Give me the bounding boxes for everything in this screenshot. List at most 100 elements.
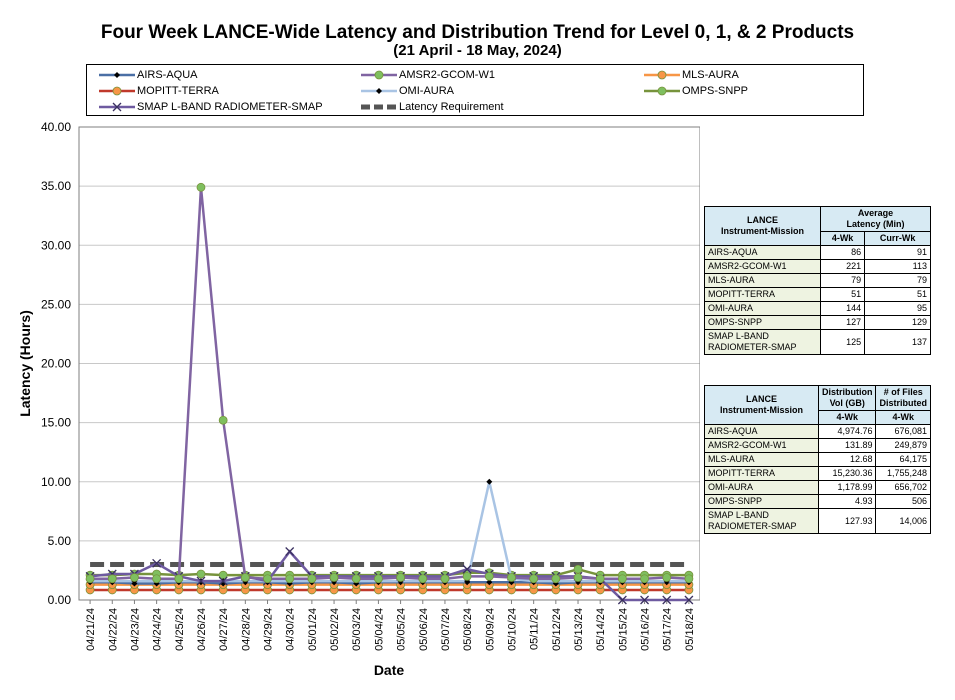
legend-label: OMPS-SNPP xyxy=(682,85,749,97)
latency-row: SMAP L-BAND RADIOMETER-SMAP 125 137 xyxy=(704,329,931,355)
latency-cell-a: 86 xyxy=(819,245,866,260)
y-tick-label: 20.00 xyxy=(41,357,71,371)
data-point xyxy=(440,574,450,584)
latency-row: OMI-AURA 144 95 xyxy=(704,301,931,316)
data-point xyxy=(218,415,228,425)
data-point xyxy=(486,579,493,586)
x-tick-label: 05/06/24 xyxy=(418,608,430,651)
data-point xyxy=(640,574,649,584)
latency-cell-name: AIRS-AQUA xyxy=(704,245,821,260)
latency-cell-b: 79 xyxy=(864,273,931,288)
distribution-cell-a: 4,974.76 xyxy=(817,424,877,439)
data-point xyxy=(285,547,295,556)
legend-label: AMSR2-GCOM-W1 xyxy=(399,69,495,81)
latency-cell-name: SMAP L-BAND RADIOMETER-SMAP xyxy=(704,329,821,355)
latency-cell-b: 91 xyxy=(864,245,931,260)
data-point xyxy=(617,574,627,584)
series-amsr2-gcom-w1 xyxy=(85,182,694,584)
distribution-row: AMSR2-GCOM-W1 131.89 249,879 xyxy=(704,438,931,453)
legend-swatch xyxy=(99,72,135,78)
data-point xyxy=(396,573,405,582)
distribution-cell-b: 64,175 xyxy=(875,452,931,467)
x-tick-label: 05/11/24 xyxy=(529,608,541,650)
distribution-row: OMI-AURA 1,178.99 656,702 xyxy=(704,480,931,495)
legend-marker xyxy=(112,86,122,96)
x-tick-label: 05/14/24 xyxy=(595,608,607,651)
x-tick-label: 05/18/24 xyxy=(684,608,696,651)
x-tick-label: 04/24/24 xyxy=(152,608,164,651)
distribution-cell-a: 1,178.99 xyxy=(817,480,877,495)
data-point xyxy=(307,574,317,584)
y-tick-label: 0.00 xyxy=(48,593,72,607)
distribution-subheader-files: 4-Wk xyxy=(875,410,931,425)
data-point xyxy=(529,574,539,584)
legend-label: MOPITT-TERRA xyxy=(137,85,219,97)
latency-row: AMSR2-GCOM-W1 221 113 xyxy=(704,259,931,274)
latency-cell-b: 113 xyxy=(864,259,931,274)
data-point xyxy=(196,569,206,579)
distribution-cell-b: 14,006 xyxy=(875,508,931,534)
series-omi-aura xyxy=(87,478,692,585)
data-point xyxy=(551,574,561,584)
distribution-cell-name: SMAP L-BAND RADIOMETER-SMAP xyxy=(704,508,819,534)
x-tick-label: 05/09/24 xyxy=(484,608,496,651)
x-tick-label: 05/13/24 xyxy=(573,608,585,651)
data-point xyxy=(684,595,694,605)
legend-marker xyxy=(657,70,667,80)
distribution-cell-a: 12.68 xyxy=(817,452,877,467)
latency-row: AIRS-AQUA 86 91 xyxy=(704,245,931,260)
data-point xyxy=(107,574,117,584)
x-tick-label: 05/12/24 xyxy=(551,608,563,651)
legend: AIRS-AQUA AMSR2-GCOM-W1 MLS-AURA MOPITT-TER… xyxy=(86,64,864,116)
data-point xyxy=(617,595,627,605)
y-tick-label: 10.00 xyxy=(41,475,71,489)
y-tick-label: 15.00 xyxy=(41,416,71,430)
distribution-cell-b: 676,081 xyxy=(875,424,931,439)
latency-cell-name: MLS-AURA xyxy=(704,273,821,288)
latency-cell-name: OMI-AURA xyxy=(704,301,821,316)
data-point xyxy=(573,573,583,582)
legend-label: MLS-AURA xyxy=(682,69,739,81)
distribution-cell-name: OMI-AURA xyxy=(704,480,819,495)
legend-marker xyxy=(112,102,122,112)
data-point xyxy=(85,574,95,584)
latency-row: MLS-AURA 79 79 xyxy=(704,273,931,288)
distribution-cell-name: AMSR2-GCOM-W1 xyxy=(704,438,819,453)
latency-cell-a: 51 xyxy=(819,287,866,302)
x-tick-label: 05/01/24 xyxy=(307,608,319,651)
data-point xyxy=(418,574,428,584)
plot-area xyxy=(78,126,700,601)
latency-cell-a: 125 xyxy=(819,329,866,355)
latency-subheader-4wk: 4-Wk xyxy=(819,231,866,246)
latency-cell-b: 95 xyxy=(864,301,931,316)
distribution-cell-name: MLS-AURA xyxy=(704,452,819,467)
data-point xyxy=(263,574,272,584)
x-tick-label: 04/25/24 xyxy=(174,608,186,651)
data-point xyxy=(351,574,361,584)
data-point xyxy=(218,576,228,586)
legend-swatch xyxy=(644,70,680,80)
latency-cell-b: 129 xyxy=(864,315,931,330)
legend-marker xyxy=(657,86,667,96)
legend-swatch xyxy=(361,104,397,110)
latency-subheader-currwk: Curr-Wk xyxy=(864,231,931,246)
distribution-cell-a: 127.93 xyxy=(817,508,877,534)
legend-marker xyxy=(374,70,384,80)
chart-title: Four Week LANCE-Wide Latency and Distrib… xyxy=(100,22,855,43)
distribution-cell-b: 506 xyxy=(875,494,931,509)
data-point xyxy=(573,564,583,574)
data-point xyxy=(462,564,472,574)
data-point xyxy=(196,182,206,192)
x-tick-label: 05/17/24 xyxy=(662,608,674,651)
latency-cell-b: 137 xyxy=(864,329,931,355)
distribution-cell-b: 656,702 xyxy=(875,480,931,495)
series-line xyxy=(90,481,689,583)
legend-swatch xyxy=(361,88,397,94)
distribution-header-mid: Distribution Vol (GB) xyxy=(817,385,877,411)
distribution-table: LANCE Instrument-Mission Distribution Vol … xyxy=(704,385,931,534)
data-point xyxy=(662,573,672,582)
latency-table: LANCE Instrument-Mission Average Latency (… xyxy=(704,206,931,355)
legend-swatch xyxy=(99,102,135,112)
latency-header-left: LANCE Instrument-Mission xyxy=(704,206,821,246)
distribution-cell-a: 15,230.36 xyxy=(817,466,877,481)
